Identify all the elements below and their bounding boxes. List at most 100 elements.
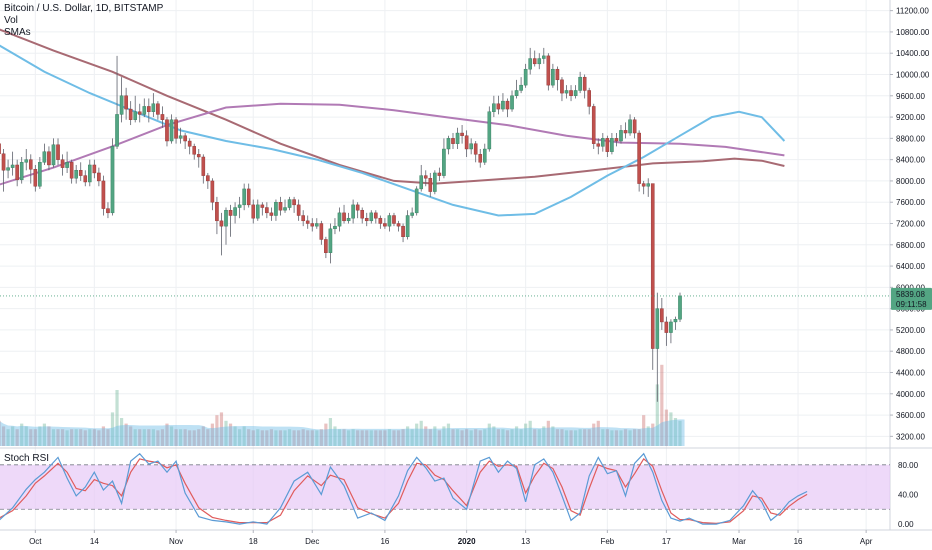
price-tick-label: 7200.00: [896, 220, 925, 229]
volume-bar: [519, 429, 523, 446]
candle-body: [355, 204, 360, 211]
candle-body: [383, 223, 387, 227]
candle-body: [97, 172, 101, 182]
volume-bar: [119, 418, 124, 446]
candle-body: [165, 119, 169, 142]
stoch-tick-label: 80.00: [898, 461, 919, 470]
volume-bar: [351, 429, 355, 446]
candle-body: [169, 119, 174, 142]
volume-bar: [333, 426, 337, 446]
candle-body: [28, 159, 33, 170]
volume-bar: [664, 409, 668, 446]
candle-body: [328, 228, 333, 253]
candle-body: [360, 209, 365, 219]
candle-body: [423, 175, 428, 179]
candle-body: [646, 183, 651, 187]
candle-body: [133, 111, 138, 120]
candle-body: [478, 154, 483, 163]
candle-body: [351, 204, 355, 219]
volume-bar: [88, 429, 92, 446]
volume-bar: [560, 429, 564, 446]
volume-bar: [619, 430, 623, 446]
candle-body: [396, 223, 401, 227]
time-label: 18: [249, 537, 258, 546]
volume-bar: [174, 429, 178, 446]
candle-body: [510, 95, 514, 110]
candle-body: [542, 55, 546, 59]
candle-body: [15, 164, 19, 181]
candle-body: [632, 119, 637, 134]
candle-body: [292, 199, 296, 206]
candle-body: [614, 138, 619, 142]
candle-body: [623, 130, 628, 134]
volume-bar: [165, 423, 169, 446]
volume-bar: [287, 429, 292, 446]
candle-body: [551, 68, 555, 86]
volume-bar: [392, 430, 396, 446]
volume-bar: [356, 430, 360, 446]
volume-bar: [610, 430, 614, 446]
candle-body: [487, 111, 492, 150]
candle-body: [187, 140, 192, 147]
volume-bar: [242, 426, 246, 446]
candle-body: [578, 76, 582, 91]
volume-bar: [297, 430, 301, 446]
candle-body: [237, 204, 242, 208]
volume-bar: [442, 426, 446, 446]
volume-bar: [142, 429, 146, 446]
candle-body: [433, 172, 437, 192]
candle-body: [24, 159, 29, 163]
candle-body: [419, 175, 424, 190]
candle-body: [210, 180, 215, 203]
candle-body: [582, 76, 587, 91]
volume-bar: [573, 430, 578, 446]
candle-body: [501, 100, 505, 110]
volume-bar: [360, 430, 364, 446]
volume-bar: [465, 429, 469, 446]
chart-legend: Bitcoin / U.S. Dollar, 1D, BITSTAMP Vol …: [4, 3, 163, 39]
volume-bar: [433, 426, 437, 446]
volume-bar: [188, 430, 192, 446]
volume-bar: [260, 430, 264, 446]
volume-bar: [342, 429, 346, 446]
volume-bar: [74, 429, 78, 446]
volume-bar: [183, 429, 187, 446]
candle-body: [83, 175, 88, 183]
volume-bar: [106, 429, 110, 446]
candle-body: [319, 223, 324, 240]
volume-bar: [505, 430, 510, 446]
candle-body: [128, 108, 133, 120]
stoch-rsi-label: Stoch RSI: [4, 453, 50, 464]
price-tick-label: 7600.00: [896, 198, 925, 207]
candle-body: [428, 178, 433, 192]
candle-body: [69, 162, 74, 179]
candle-body: [569, 90, 573, 96]
price-tick-label: 5200.00: [896, 326, 925, 335]
volume-bar: [510, 429, 514, 446]
volume-bar: [124, 423, 128, 446]
time-label: Mar: [732, 537, 746, 546]
volume-bar: [673, 418, 678, 446]
volume-bar: [0, 420, 1, 446]
volume-bar: [592, 423, 596, 446]
volume-bar: [306, 430, 310, 446]
volume-bar: [147, 429, 151, 446]
candle-body: [60, 159, 65, 168]
stoch-k-line: [0, 452, 808, 525]
candle-body: [110, 146, 115, 214]
volume-bar: [492, 426, 496, 446]
candle-body: [573, 90, 578, 96]
price-tick-label: 9600.00: [896, 92, 925, 101]
volume-bar: [115, 390, 119, 446]
candle-body: [142, 106, 147, 115]
candle-body: [641, 183, 646, 187]
volume-bar: [283, 430, 287, 446]
volume-bar: [51, 429, 56, 446]
candle-body: [405, 215, 410, 238]
candle-body: [310, 223, 315, 227]
candle-body: [1, 153, 6, 171]
candle-body: [10, 164, 15, 168]
candle-body: [555, 68, 560, 81]
volume-bar: [396, 430, 401, 446]
